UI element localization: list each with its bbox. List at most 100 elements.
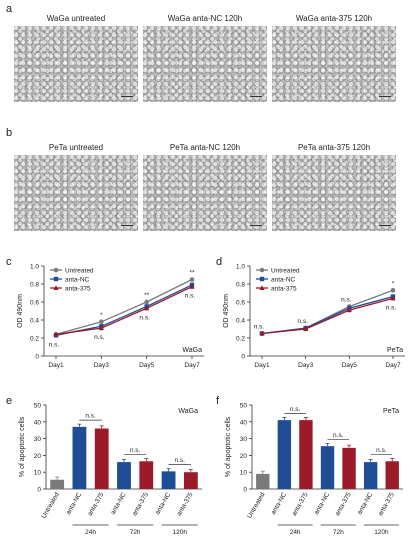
y-tick-label: 0.2 [236, 336, 245, 343]
scale-bar [250, 225, 262, 226]
data-point [53, 285, 59, 290]
bar [385, 461, 399, 489]
cell-line-label: PeTa [387, 347, 403, 354]
micrograph-image [143, 26, 267, 102]
panel-label-b: b [6, 127, 13, 139]
data-point [144, 299, 149, 305]
group-label: 120h [374, 529, 389, 536]
x-tick-label: anta-375 [176, 491, 195, 517]
significance-label: n.s. [185, 293, 196, 300]
x-tick-label: Day5 [139, 362, 155, 369]
x-tick-label: anta-375 [377, 491, 396, 517]
x-tick-label: Day1 [48, 362, 64, 369]
micrograph-waga-nc: WaGa anta-NC 120h [143, 12, 267, 102]
x-tick-label: anta-375 [334, 491, 353, 517]
significance-label: * [100, 312, 103, 319]
x-tick-label: anta-NC [270, 491, 288, 516]
data-point [259, 330, 265, 336]
series-line [261, 289, 394, 335]
legend-label: anta-NC [65, 277, 90, 284]
series-line [55, 286, 193, 336]
y-tick-label: 40 [240, 419, 248, 426]
chart-proliferation-peta: 0 0.2 0.4 0.6 0.8 1.0 Day1 Day3 Day5 Day7 OD 490nm… [223, 264, 405, 369]
y-tick-label: 0.2 [30, 336, 39, 343]
group-label: 24h [85, 529, 96, 536]
data-point [259, 285, 265, 290]
bar [363, 462, 378, 489]
chart-proliferation-waga: 0 0.2 0.4 0.6 0.8 1.0 Day1 Day3 Day5 Day7 OD 490nm… [17, 264, 204, 369]
y-tick-label: 20 [240, 453, 248, 460]
x-tick-label: Day3 [298, 362, 314, 369]
x-tick-label: anta-NC [313, 491, 331, 516]
cell-line-label: WaGa [178, 408, 198, 415]
significance-label: n.s. [174, 457, 185, 464]
significance-label: n.s. [290, 406, 301, 413]
panel-label-c: c [6, 256, 12, 268]
y-tick-label: 0 [35, 354, 39, 361]
y-tick-label: 1.0 [30, 264, 39, 271]
data-point [390, 295, 396, 301]
significance-label: n.s. [341, 297, 352, 304]
data-point [53, 331, 59, 337]
data-point [259, 276, 265, 282]
chart-apoptosis-peta: 0 10 20 30 40 50 % of apoptotic cells Untreated… [225, 403, 403, 536]
panel-label-e: e [6, 395, 13, 407]
y-tick-label: 10 [240, 470, 248, 477]
x-tick-label: Day7 [385, 362, 401, 369]
y-tick-label: 20 [34, 453, 42, 460]
x-tick-label: anta-375 [87, 491, 106, 517]
data-point [303, 326, 309, 331]
bar [94, 428, 109, 489]
significance-label: n.s. [386, 304, 397, 311]
y-tick-label: 40 [34, 419, 42, 426]
y-tick-label: 30 [34, 436, 42, 443]
micrograph-peta-nc: PeTa anta-NC 120h [143, 141, 267, 231]
data-point [346, 307, 352, 313]
bar [256, 473, 270, 489]
chart-apoptosis-waga: 0 10 20 30 40 50 % of apoptotic cells Untreated… [19, 403, 202, 536]
micrograph-title: PeTa untreated [48, 143, 104, 152]
data-point [98, 325, 104, 331]
significance-label: n.s. [85, 413, 96, 420]
group-label: 72h [130, 529, 141, 536]
significance-label: ** [189, 270, 195, 277]
legend-label: anta-375 [271, 286, 297, 293]
significance-label: n.s. [254, 324, 265, 331]
group-label: 120h [172, 529, 187, 536]
cell-line-label: PeTa [383, 408, 399, 415]
y-axis-label: % of apoptotic cells [19, 416, 26, 477]
significance-label: n.s. [376, 447, 387, 454]
significance-label: n.s. [139, 314, 150, 321]
data-point [189, 283, 195, 289]
y-tick-label: 50 [34, 403, 42, 410]
series-line [55, 278, 193, 336]
data-point [144, 305, 150, 311]
significance-label: ** [144, 292, 150, 299]
y-tick-label: 0.8 [30, 282, 39, 289]
y-tick-label: 30 [240, 436, 248, 443]
y-tick-label: 0 [243, 487, 247, 494]
x-tick-label: Day1 [254, 362, 270, 369]
bar [161, 471, 176, 489]
legend-label: anta-375 [65, 286, 91, 293]
legend-label: anta-NC [271, 277, 296, 284]
x-tick-label: Untreated [41, 491, 62, 520]
bar [277, 420, 292, 489]
x-tick-label: anta-NC [154, 491, 172, 516]
micrograph-title: WaGa anta-375 120h [295, 14, 373, 23]
bar [72, 426, 87, 489]
micrograph-peta-375: PeTa anta-375 120h [272, 141, 396, 231]
x-tick-label: anta-NC [110, 491, 128, 516]
data-point [390, 288, 396, 293]
y-tick-label: 0 [241, 354, 245, 361]
significance-label: n.s. [49, 341, 60, 348]
y-tick-label: 0.6 [236, 300, 245, 307]
bar [183, 472, 198, 489]
data-point [189, 277, 195, 282]
x-tick-label: anta-375 [291, 491, 310, 517]
x-tick-label: anta-375 [131, 491, 150, 517]
bar [320, 446, 335, 489]
micrograph-title: WaGa untreated [46, 14, 106, 23]
micrograph-title: PeTa anta-375 120h [297, 143, 371, 152]
y-axis-label: % of apoptotic cells [225, 416, 232, 477]
